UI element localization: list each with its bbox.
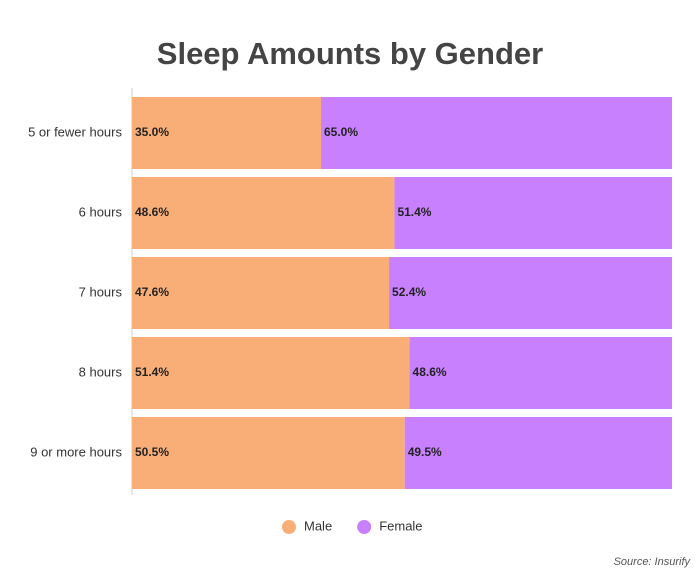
value-label: 48.6% bbox=[413, 365, 447, 379]
value-label: 51.4% bbox=[135, 365, 169, 379]
bar-segment bbox=[404, 417, 672, 489]
bar-segment bbox=[321, 97, 672, 169]
value-label: 48.6% bbox=[135, 205, 169, 219]
value-label: 47.6% bbox=[135, 285, 169, 299]
value-label: 52.4% bbox=[392, 285, 426, 299]
bar-segment bbox=[132, 417, 405, 489]
value-label: 50.5% bbox=[135, 445, 169, 459]
category-label: 7 hours bbox=[79, 284, 123, 299]
legend-label: Female bbox=[379, 518, 422, 533]
legend-label: Male bbox=[304, 518, 332, 533]
value-label: 35.0% bbox=[135, 125, 169, 139]
bar-segment bbox=[132, 337, 410, 409]
bar-segment bbox=[389, 257, 672, 329]
category-label: 9 or more hours bbox=[30, 444, 122, 459]
value-label: 65.0% bbox=[324, 125, 358, 139]
source: Source: Insurify bbox=[614, 556, 692, 568]
bar-segment bbox=[132, 177, 395, 249]
legend-swatch bbox=[357, 520, 372, 534]
category-label: 6 hours bbox=[79, 204, 123, 219]
bar-segment bbox=[132, 97, 321, 169]
value-label: 49.5% bbox=[408, 445, 442, 459]
bar-segment bbox=[394, 177, 672, 249]
legend-swatch bbox=[282, 520, 296, 534]
category-label: 5 or fewer hours bbox=[28, 124, 122, 139]
category-label: 8 hours bbox=[79, 364, 123, 379]
value-label: 51.4% bbox=[397, 205, 431, 219]
chart-title: Sleep Amounts by Gender bbox=[157, 36, 543, 71]
bar-segment bbox=[409, 337, 672, 409]
bar-segment bbox=[132, 257, 390, 329]
